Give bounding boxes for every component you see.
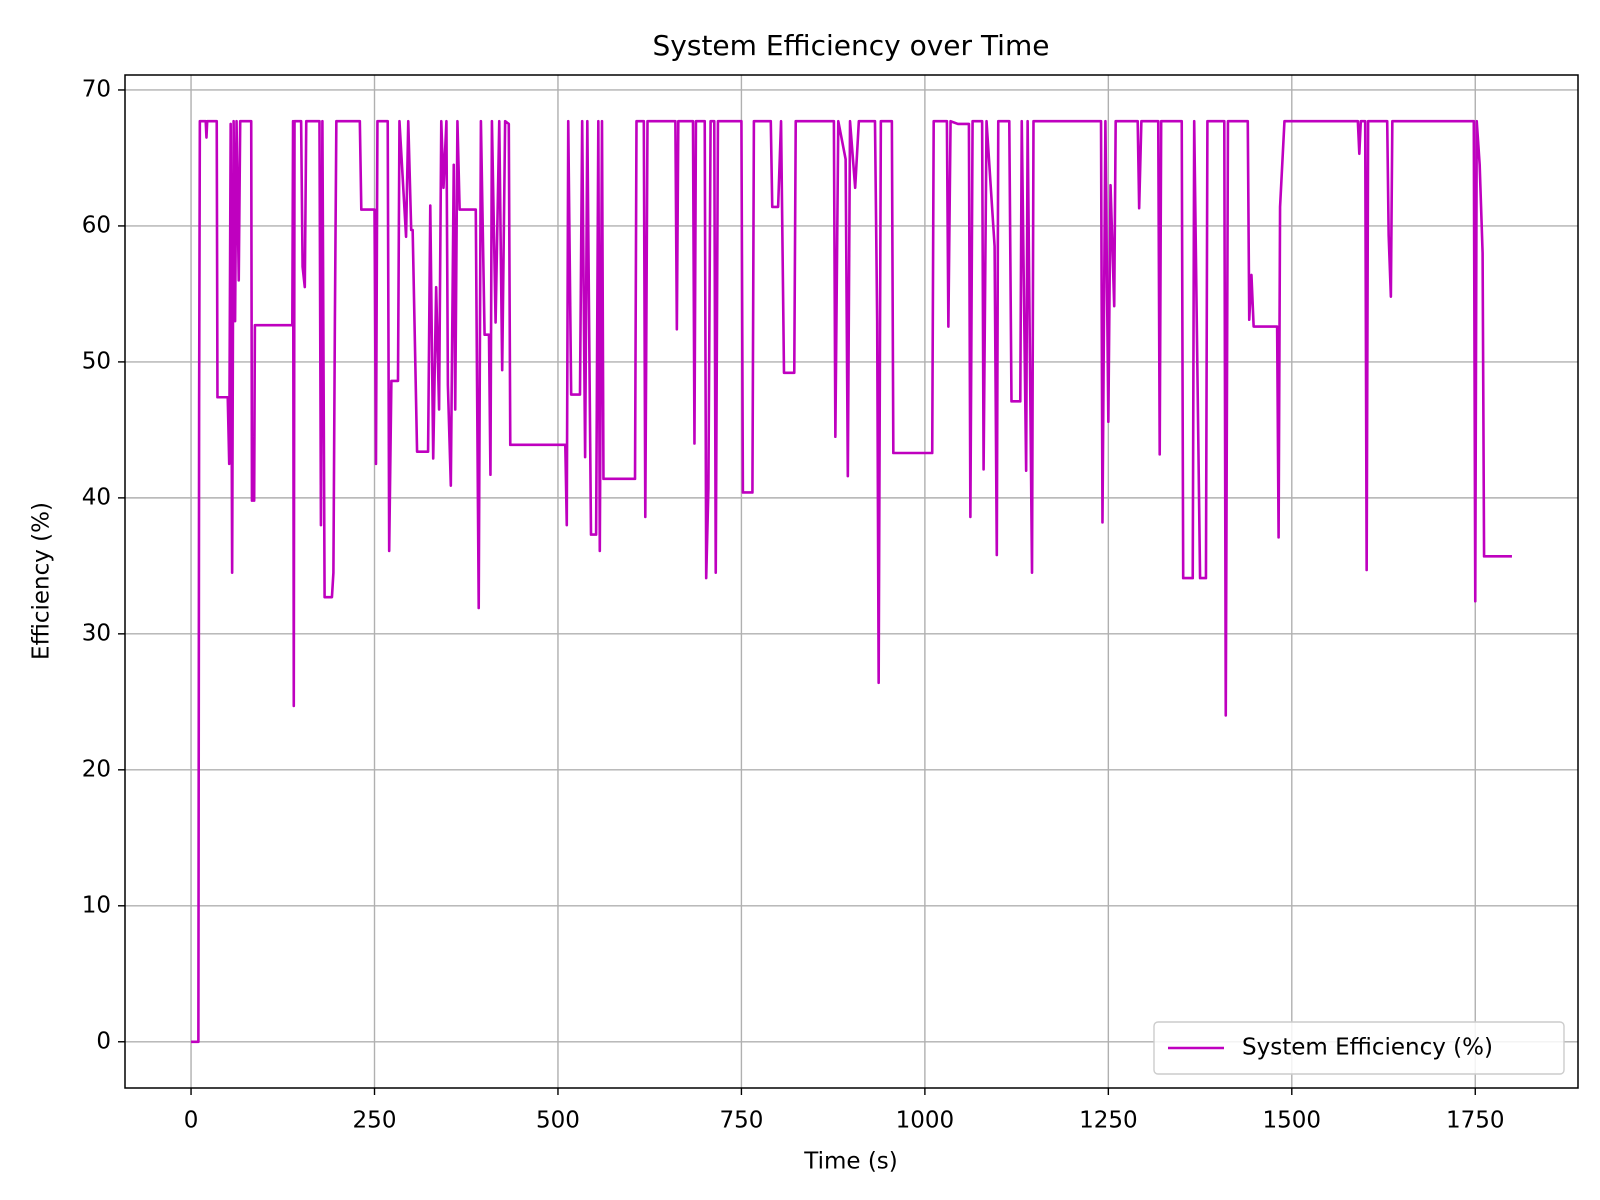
plot-frame	[124, 74, 1579, 1089]
x-tick-label: 0	[184, 1108, 199, 1134]
x-tick-label: 500	[536, 1108, 580, 1134]
x-tick-label: 1500	[1263, 1108, 1322, 1134]
y-tick-label: 60	[82, 212, 111, 238]
x-tick-label: 750	[719, 1108, 763, 1134]
y-tick-label: 70	[82, 76, 111, 102]
x-tick-label: 1750	[1446, 1108, 1505, 1134]
chart-title: System Efficiency over Time	[653, 29, 1050, 62]
x-axis-label: Time (s)	[803, 1149, 898, 1175]
x-tick-label: 250	[353, 1108, 397, 1134]
legend-label: System Efficiency (%)	[1242, 1035, 1493, 1061]
y-tick-label: 50	[82, 348, 111, 374]
legend-box	[1153, 1021, 1565, 1075]
x-tick-label: 1000	[896, 1108, 955, 1134]
legend: System Efficiency (%)	[1153, 1021, 1565, 1075]
y-axis-label: Efficiency (%)	[29, 502, 55, 660]
x-tick-label: 1250	[1079, 1108, 1138, 1134]
y-tick-label: 10	[82, 892, 111, 918]
y-tick-label: 40	[82, 484, 111, 510]
y-tick-label: 30	[82, 620, 111, 646]
y-tick-label: 0	[96, 1028, 111, 1054]
y-tick-label: 20	[82, 756, 111, 782]
data-line	[191, 119, 1512, 1044]
